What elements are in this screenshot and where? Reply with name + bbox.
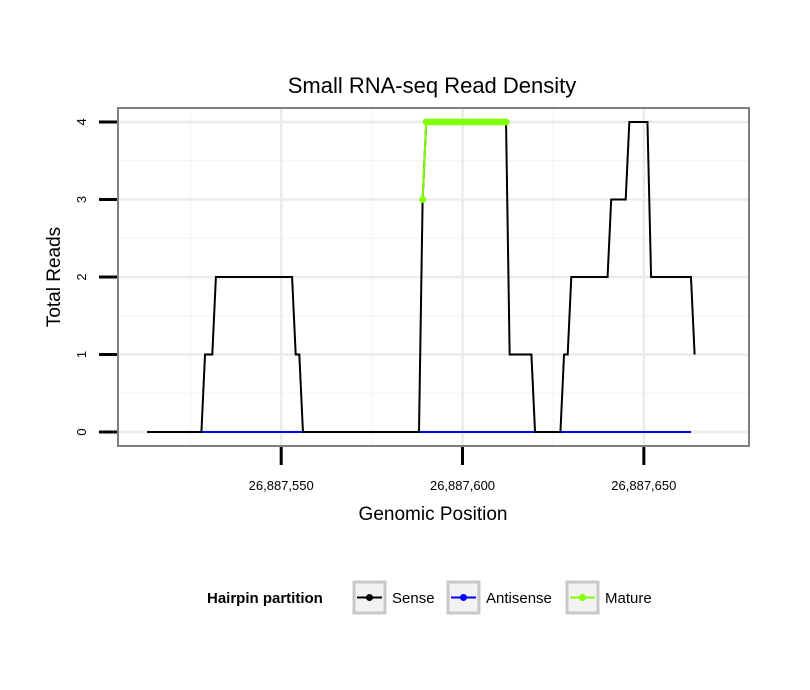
plot-border xyxy=(117,107,750,447)
x-tick-label: 26,887,650 xyxy=(611,478,676,493)
legend-label-antisense: Antisense xyxy=(486,590,552,607)
data-point-mature xyxy=(502,118,510,126)
series-layer xyxy=(147,118,696,434)
chart-title: Small RNA-seq Read Density xyxy=(288,73,577,98)
x-tick-label: 26,887,600 xyxy=(430,478,495,493)
legend-dot-antisense xyxy=(460,594,467,601)
series-line-sense xyxy=(147,120,696,434)
legend-label-mature: Mature xyxy=(605,590,652,607)
y-tick-label: 1 xyxy=(74,351,89,358)
legend-dot-mature xyxy=(579,594,586,601)
y-tick-label: 4 xyxy=(74,118,89,125)
x-axis-title: Genomic Position xyxy=(359,504,508,525)
legend-dot-sense xyxy=(366,594,373,601)
legend-title: Hairpin partition xyxy=(207,590,323,607)
y-axis: 0 1 2 3 4 xyxy=(74,118,117,436)
data-point-mature xyxy=(419,195,427,203)
x-axis: 26,887,550 26,887,600 26,887,650 xyxy=(249,447,676,493)
x-tick-label: 26,887,550 xyxy=(249,478,314,493)
legend-label-sense: Sense xyxy=(392,590,435,607)
y-tick-label: 3 xyxy=(74,196,89,203)
y-tick-label: 0 xyxy=(74,428,89,435)
y-axis-title: Total Reads xyxy=(44,227,65,327)
y-tick-label: 2 xyxy=(74,273,89,280)
legend: Hairpin partition Sense Antisense Mature xyxy=(207,580,652,615)
